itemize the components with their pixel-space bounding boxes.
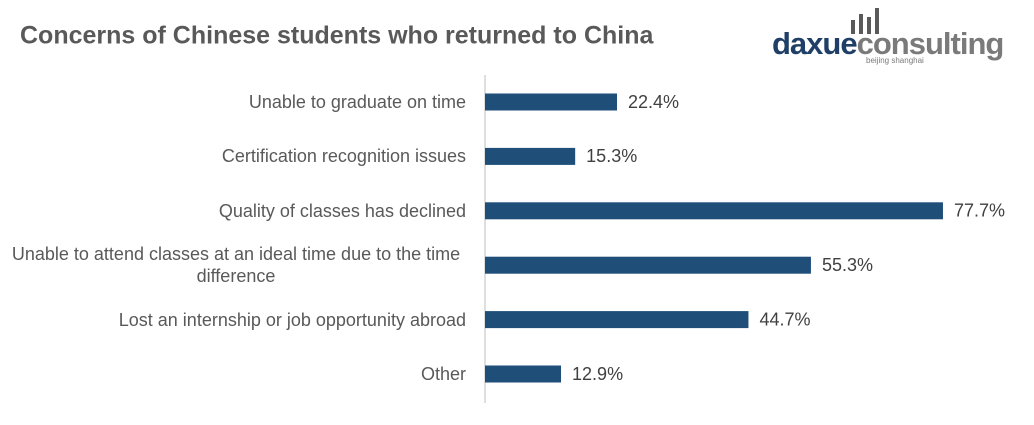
category-label: Unable to attend classes at an ideal tim… xyxy=(11,244,461,287)
bar xyxy=(485,311,749,329)
category-label: Certification recognition issues xyxy=(221,146,466,167)
logo-bar xyxy=(851,20,855,34)
bar xyxy=(485,365,562,383)
logo-text: daxueconsulting xyxy=(772,26,1003,61)
chart-title: Concerns of Chinese students who returne… xyxy=(20,22,654,50)
logo-bar xyxy=(867,17,871,34)
bar xyxy=(485,202,943,220)
logo-brand-suffix: consulting xyxy=(857,26,1004,61)
category-label: Lost an internship or job opportunity ab… xyxy=(118,309,466,330)
logo-bar xyxy=(875,8,879,34)
value-label: 44.7% xyxy=(759,309,810,329)
value-label: 22.4% xyxy=(628,92,679,112)
value-label: 15.3% xyxy=(586,146,637,166)
logo-bar xyxy=(859,14,863,34)
value-label: 77.7% xyxy=(954,201,1005,221)
value-label: 12.9% xyxy=(572,364,623,384)
logo: daxueconsulting beijing shanghai xyxy=(772,8,1004,65)
category-label: Other xyxy=(420,364,466,384)
category-label: Unable to graduate on time xyxy=(248,92,466,112)
bar xyxy=(485,147,576,165)
category-label: Quality of classes has declined xyxy=(218,200,466,221)
bar xyxy=(485,93,618,111)
logo-tagline: beijing shanghai xyxy=(866,56,924,65)
value-label: 55.3% xyxy=(822,255,873,275)
logo-brand: daxue xyxy=(772,26,857,61)
bar xyxy=(485,256,811,274)
